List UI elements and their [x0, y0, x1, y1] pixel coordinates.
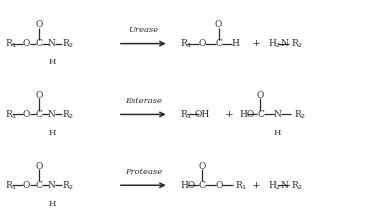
Text: R$_1$: R$_1$	[5, 37, 17, 50]
Text: R$_2$: R$_2$	[291, 179, 303, 192]
Text: R$_2$: R$_2$	[62, 37, 74, 50]
Text: R$_2$: R$_2$	[62, 179, 74, 192]
Text: H: H	[274, 129, 281, 137]
Text: O: O	[23, 110, 30, 119]
Text: O: O	[215, 20, 222, 29]
Text: +: +	[225, 110, 234, 119]
Text: Urease: Urease	[128, 26, 158, 34]
Text: Esterase: Esterase	[125, 97, 162, 105]
Text: O: O	[35, 162, 43, 171]
Text: R$_1$: R$_1$	[180, 37, 193, 50]
Text: +: +	[252, 39, 261, 48]
Text: H$_2$N: H$_2$N	[268, 37, 290, 50]
Text: R$_2$: R$_2$	[62, 108, 74, 121]
Text: R$_1$: R$_1$	[5, 108, 17, 121]
Text: R$_1$: R$_1$	[235, 179, 247, 192]
Text: C: C	[257, 110, 264, 119]
Text: O: O	[199, 39, 206, 48]
Text: H: H	[48, 58, 56, 66]
Text: O: O	[215, 181, 223, 190]
Text: O: O	[198, 162, 205, 171]
Text: H: H	[232, 39, 240, 48]
Text: C: C	[36, 181, 42, 190]
Text: O: O	[23, 181, 30, 190]
Text: O: O	[35, 91, 43, 100]
Text: R$_2$: R$_2$	[294, 108, 306, 121]
Text: N: N	[48, 181, 56, 190]
Text: C: C	[215, 39, 222, 48]
Text: N: N	[274, 110, 281, 119]
Text: O: O	[257, 91, 264, 100]
Text: O: O	[23, 39, 30, 48]
Text: R$_1$: R$_1$	[180, 108, 193, 121]
Text: C: C	[198, 181, 205, 190]
Text: N: N	[48, 39, 56, 48]
Text: O: O	[35, 20, 43, 29]
Text: N: N	[48, 110, 56, 119]
Text: R$_1$: R$_1$	[5, 179, 17, 192]
Text: H: H	[48, 200, 56, 208]
Text: +: +	[252, 181, 261, 190]
Text: H: H	[48, 129, 56, 137]
Text: C: C	[36, 39, 42, 48]
Text: H$_2$N: H$_2$N	[268, 179, 290, 192]
Text: OH: OH	[194, 110, 210, 119]
Text: Protease: Protease	[125, 168, 162, 176]
Text: R$_2$: R$_2$	[291, 37, 303, 50]
Text: HO: HO	[239, 110, 254, 119]
Text: HO: HO	[180, 181, 196, 190]
Text: C: C	[36, 110, 42, 119]
